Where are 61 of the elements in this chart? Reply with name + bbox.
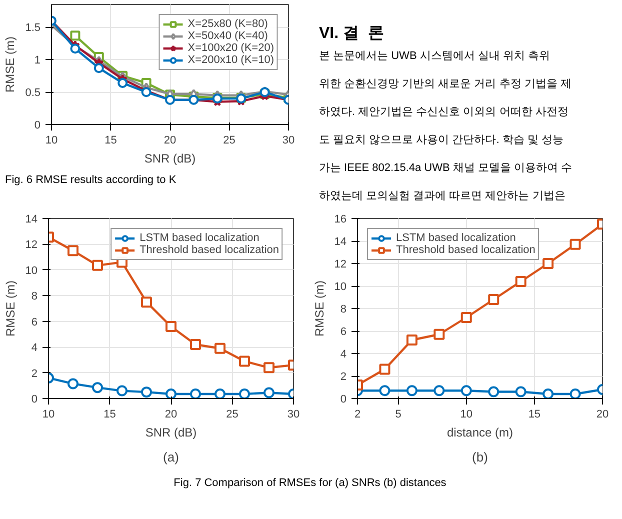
y-tick-label: 14 xyxy=(334,236,347,248)
y-tick-label: 0.5 xyxy=(25,87,41,100)
x-tick-label: 25 xyxy=(226,408,238,420)
legend-label: LSTM based localization xyxy=(140,232,260,244)
x-tick-label: 30 xyxy=(287,408,300,420)
legend-label: X=100x20 (K=20) xyxy=(188,42,274,54)
x-axis-title: SNR (dB) xyxy=(145,426,197,440)
text: VI. 결 론 xyxy=(319,24,384,44)
y-tick-label: 1 xyxy=(34,54,41,67)
y-tick-label: 14 xyxy=(25,214,38,226)
y-tick-label: 0 xyxy=(31,394,38,406)
x-tick-label: 20 xyxy=(164,134,176,146)
legend-label: X=25x80 (K=80) xyxy=(188,18,268,30)
x-tick-label: 5 xyxy=(395,408,402,420)
text: 하였다. 제안기법은 수신신호 이외의 어떠한 사전정 xyxy=(319,105,568,120)
y-tick-label: 12 xyxy=(334,258,347,270)
text: 본 논문에서는 UWB 시스템에서 실내 위치 측위 xyxy=(319,49,550,64)
y-tick-label: 10 xyxy=(25,264,38,277)
text: (b) xyxy=(472,450,488,464)
x-tick-label: 30 xyxy=(282,134,295,146)
y-axis-title: RMSE (m) xyxy=(3,36,18,92)
x-tick-label: 15 xyxy=(104,134,117,146)
x-axis-title: SNR (dB) xyxy=(144,152,196,166)
x-tick-label: 10 xyxy=(460,408,473,420)
legend-label: X=200x10 (K=10) xyxy=(188,54,274,66)
y-tick-label: 0 xyxy=(340,394,347,406)
y-tick-label: 0 xyxy=(34,120,41,132)
y-tick-label: 16 xyxy=(334,214,347,226)
caption: Fig. 7 Comparison of RMSEs for (a) SNRs (b) distances xyxy=(174,476,446,491)
y-tick-label: 12 xyxy=(25,239,38,252)
legend-label: Threshold based localization xyxy=(396,244,536,256)
text: 하였는데 모의실험 결과에 따르면 제안하는 기법은 xyxy=(319,189,566,204)
x-tick-label: 25 xyxy=(223,134,236,146)
legend-label: X=50x40 (K=40) xyxy=(188,30,268,42)
y-tick-label: 2 xyxy=(31,368,38,380)
x-tick-label: 10 xyxy=(42,408,55,420)
y-tick-label: 8 xyxy=(340,304,347,316)
legend-label: Threshold based localization xyxy=(140,244,279,256)
y-axis-title: RMSE (m) xyxy=(3,280,18,336)
x-tick-label: 2 xyxy=(354,408,361,420)
y-tick-label: 8 xyxy=(31,290,38,303)
y-tick-label: 1.5 xyxy=(25,22,41,34)
text: 가는 IEEE 802.15.4a UWB 채널 모델을 이용하여 수 xyxy=(319,161,572,176)
x-tick-label: 20 xyxy=(596,408,609,420)
x-tick-label: 15 xyxy=(528,408,541,420)
x-tick-label: 20 xyxy=(164,408,178,420)
x-tick-label: 10 xyxy=(45,134,58,146)
y-tick-label: 4 xyxy=(340,348,347,360)
caption: Fig. 6 RMSE results according to K xyxy=(5,173,176,188)
x-axis-title: distance (m) xyxy=(446,426,514,440)
y-tick-label: 2 xyxy=(340,371,347,383)
y-tick-label: 10 xyxy=(334,281,347,293)
text: (a) xyxy=(163,450,179,464)
y-tick-label: 6 xyxy=(31,316,38,328)
legend-label: LSTM based localization xyxy=(396,232,516,244)
x-tick-label: 15 xyxy=(104,408,116,420)
text: 도 필요치 않으므로 사용이 간단하다. 학습 및 성능 xyxy=(319,133,564,148)
y-tick-label: 4 xyxy=(31,342,38,354)
y-tick-label: 6 xyxy=(340,326,347,338)
text: 위한 순환신경망 기반의 새로운 거리 추정 기법을 제 xyxy=(319,77,572,92)
y-axis-title: RMSE (m) xyxy=(312,280,326,336)
